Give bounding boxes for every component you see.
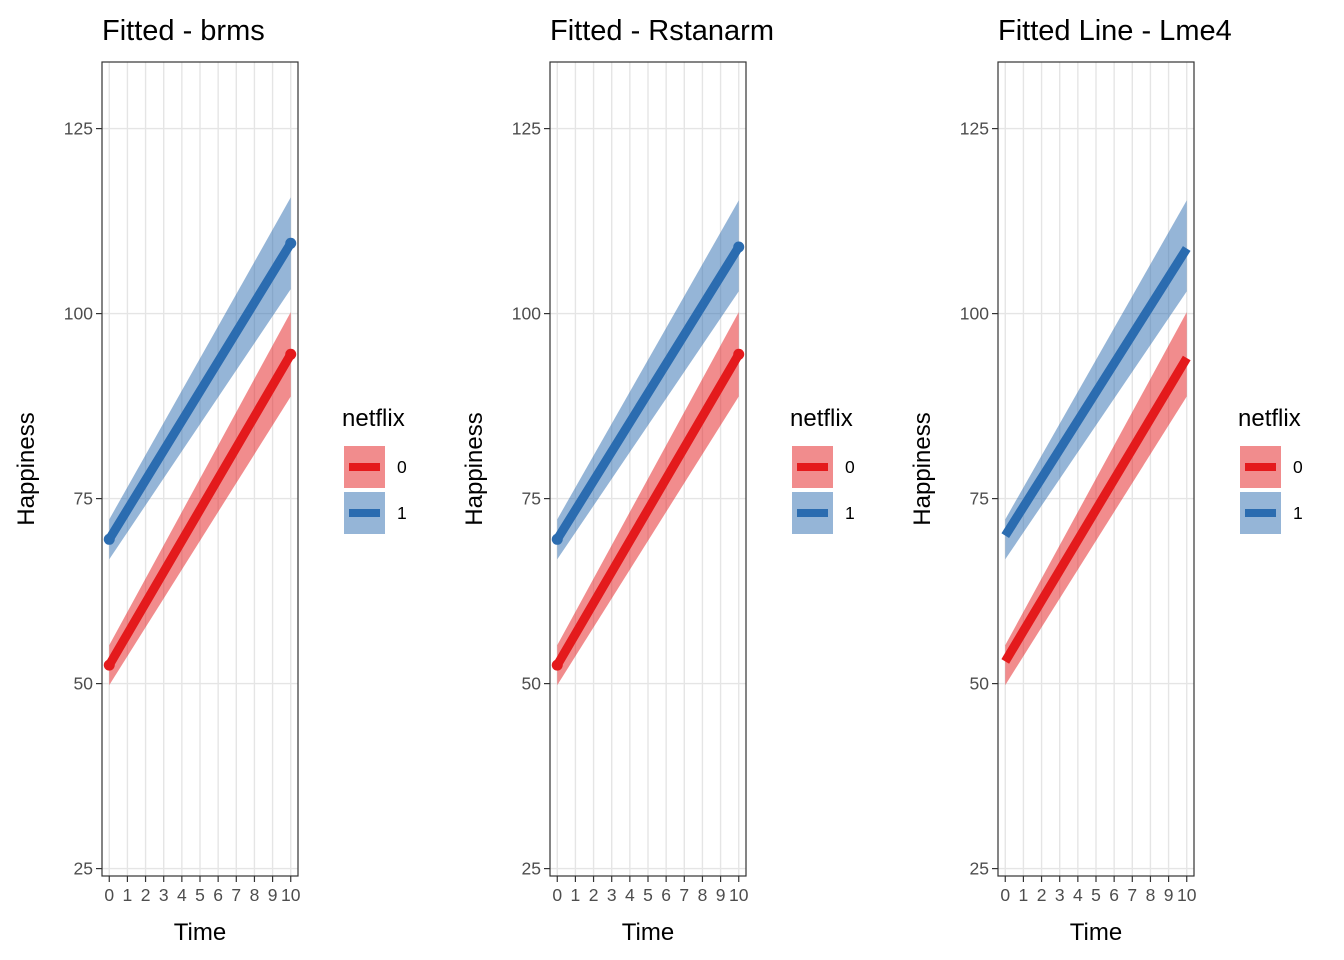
legend-label-1: 1 [397, 503, 407, 523]
x-tick-label: 7 [231, 885, 241, 905]
x-tick-label: 2 [141, 885, 151, 905]
x-tick-label: 1 [571, 885, 581, 905]
legend-label-0: 0 [397, 457, 407, 477]
x-tick-label: 7 [679, 885, 689, 905]
y-tick-label: 125 [512, 119, 541, 139]
x-tick-label: 3 [159, 885, 169, 905]
x-tick-label: 3 [607, 885, 617, 905]
point-start-netflix-1 [551, 533, 563, 545]
x-tick-label: 6 [213, 885, 223, 905]
fit-line-netflix-0 [104, 349, 296, 670]
fit-line-netflix-0 [552, 349, 744, 670]
x-tick-label: 10 [281, 885, 301, 905]
x-tick-label: 2 [1037, 885, 1047, 905]
y-tick-label: 75 [74, 489, 93, 509]
x-tick-label: 5 [1091, 885, 1101, 905]
x-tick-label: 9 [268, 885, 278, 905]
x-axis-title: Time [622, 919, 674, 946]
fit-line-netflix-0 [1001, 355, 1191, 664]
chart-title: Fitted - brms [102, 15, 265, 47]
x-axis-title: Time [1070, 919, 1122, 946]
chart-title: Fitted - Rstanarm [550, 15, 774, 47]
x-tick-label: 9 [716, 885, 726, 905]
y-tick-label: 125 [64, 119, 93, 139]
x-tick-label: 8 [1146, 885, 1156, 905]
legend-label-0: 0 [1293, 457, 1303, 477]
legend-label-0: 0 [845, 457, 855, 477]
point-start-netflix-1 [103, 533, 115, 545]
x-tick-label: 1 [123, 885, 133, 905]
x-tick-label: 6 [661, 885, 671, 905]
y-tick-label: 25 [970, 859, 989, 879]
legend-label-1: 1 [1293, 503, 1303, 523]
y-tick-label: 25 [522, 859, 541, 879]
y-tick-label: 50 [522, 674, 542, 694]
y-axis-title: Happiness [909, 412, 936, 525]
y-tick-label: 25 [74, 859, 93, 879]
fit-line-netflix-1 [552, 242, 744, 544]
fit-line-netflix-1 [1001, 246, 1191, 539]
x-tick-label: 0 [104, 885, 114, 905]
x-tick-label: 9 [1164, 885, 1174, 905]
legend: netflix 0 1 [342, 405, 407, 534]
x-tick-label: 5 [643, 885, 653, 905]
x-tick-label: 3 [1055, 885, 1065, 905]
chart-title: Fitted Line - Lme4 [998, 15, 1232, 47]
point-end-netflix-1 [285, 237, 297, 249]
x-tick-label: 0 [1000, 885, 1010, 905]
x-tick-label: 0 [552, 885, 562, 905]
x-tick-label: 10 [729, 885, 749, 905]
y-tick-label: 75 [970, 489, 989, 509]
x-tick-label: 5 [195, 885, 205, 905]
x-tick-label: 8 [698, 885, 708, 905]
x-tick-label: 7 [1127, 885, 1137, 905]
x-tick-label: 10 [1177, 885, 1197, 905]
point-end-netflix-0 [733, 348, 745, 360]
fit-line-netflix-1 [104, 238, 296, 544]
x-tick-label: 2 [589, 885, 599, 905]
point-end-netflix-1 [733, 241, 745, 253]
y-tick-label: 100 [64, 304, 93, 324]
point-start-netflix-0 [551, 659, 563, 671]
y-tick-label: 100 [960, 304, 989, 324]
legend-title: netflix [790, 405, 853, 432]
y-axis-title: Happiness [13, 412, 40, 525]
x-tick-label: 4 [1073, 885, 1083, 905]
legend: netflix 0 1 [1238, 405, 1303, 534]
x-tick-label: 1 [1019, 885, 1029, 905]
x-axis-title: Time [174, 919, 226, 946]
legend-label-1: 1 [845, 503, 855, 523]
point-end-netflix-0 [285, 348, 297, 360]
y-axis-title: Happiness [461, 412, 488, 525]
legend-title: netflix [342, 405, 405, 432]
x-tick-label: 4 [177, 885, 187, 905]
y-tick-label: 75 [522, 489, 541, 509]
x-tick-label: 4 [625, 885, 635, 905]
y-tick-label: 50 [74, 674, 94, 694]
x-tick-label: 6 [1109, 885, 1119, 905]
point-start-netflix-0 [103, 659, 115, 671]
y-tick-label: 100 [512, 304, 541, 324]
x-tick-label: 8 [250, 885, 260, 905]
legend: netflix 0 1 [790, 405, 855, 534]
y-tick-label: 50 [970, 674, 990, 694]
legend-title: netflix [1238, 405, 1301, 432]
y-tick-label: 125 [960, 119, 989, 139]
